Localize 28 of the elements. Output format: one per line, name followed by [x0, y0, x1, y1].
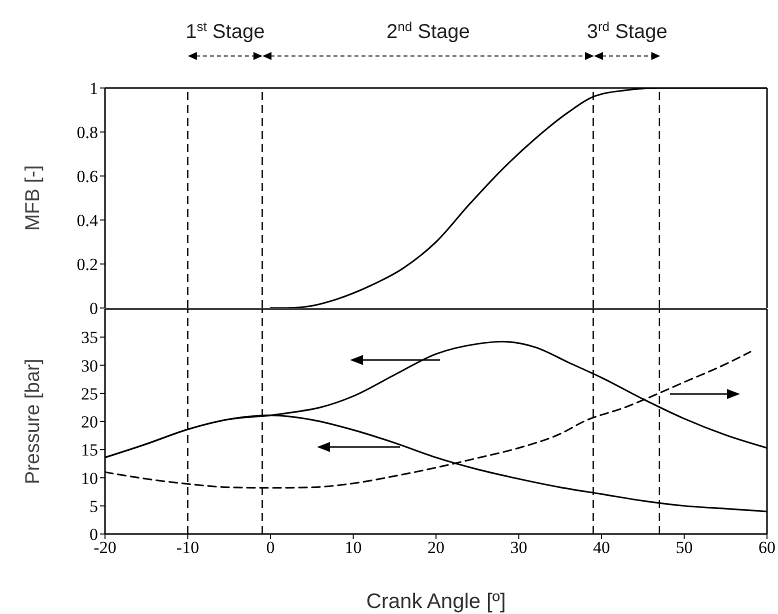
y-tick-label: 35	[81, 328, 98, 348]
y-tick-label: 1	[90, 79, 98, 98]
y-tick-label: 0.8	[76, 123, 98, 142]
x-tick-label: 20	[428, 538, 444, 558]
y-tick-label: 0.2	[76, 255, 98, 274]
x-tick-label: 40	[593, 538, 610, 558]
x-tick-label: -10	[176, 538, 200, 558]
y-tick-label: 30	[81, 356, 98, 376]
y-tick-label: 15	[81, 440, 98, 460]
y-tick-label: 5	[90, 496, 98, 516]
text: 3$^{rd}$ Stage	[586, 18, 668, 43]
x-tick-label: 0	[266, 538, 275, 558]
x-axis-title: Crank Angle [º]	[366, 590, 506, 613]
y-tick-label: 0	[90, 525, 98, 544]
y-tick-label: 25	[81, 384, 98, 404]
x-tick-label: 50	[676, 538, 693, 558]
text: 2$^{nd}$ Stage	[386, 18, 470, 43]
text: 1$^{st}$ Stage	[186, 18, 265, 43]
y-tick-label: 20	[81, 412, 98, 432]
x-tick-label: 30	[510, 538, 528, 558]
y-tick-label: 10	[81, 468, 98, 488]
x-tick-label: 10	[344, 538, 362, 558]
y-axis-title: Pressure [bar]	[22, 358, 44, 484]
x-tick-label: 60	[758, 538, 776, 558]
y-axis-title: MFB [-]	[22, 165, 44, 231]
y-tick-label: 0.6	[76, 167, 98, 186]
y-tick-label: 0.4	[76, 211, 98, 230]
y-tick-label: 0	[90, 299, 98, 318]
